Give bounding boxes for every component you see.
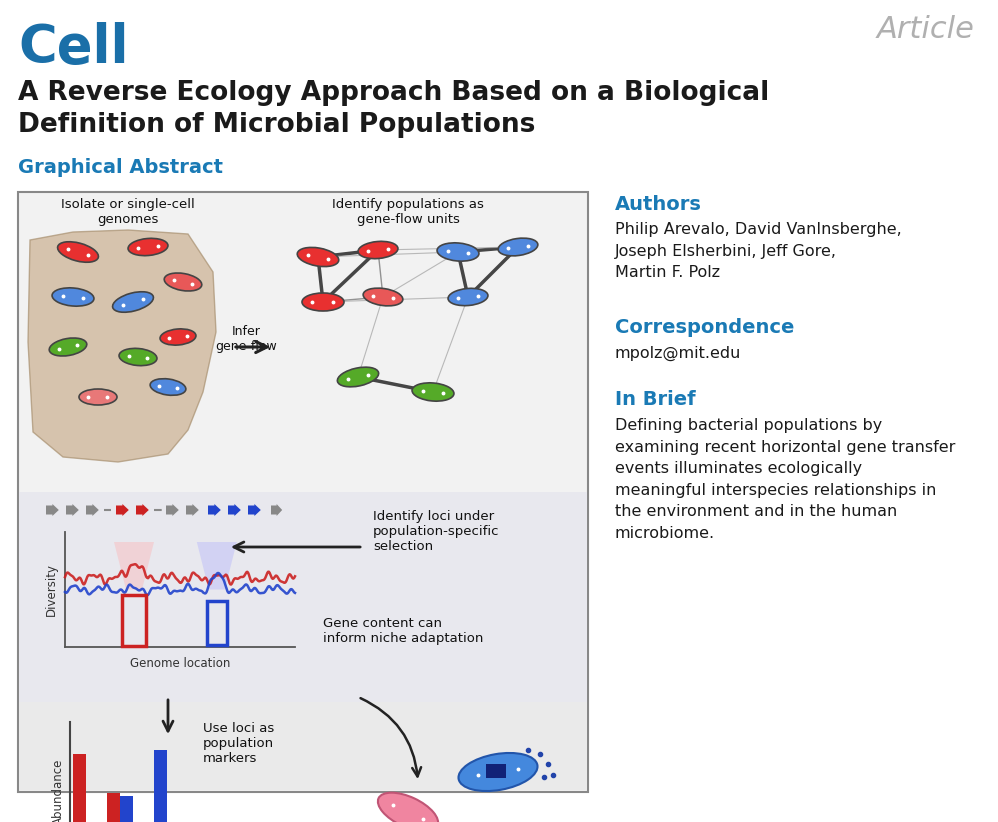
Bar — [120, 796, 133, 822]
Text: mpolz@mit.edu: mpolz@mit.edu — [615, 346, 742, 361]
Ellipse shape — [119, 349, 157, 366]
Text: Article: Article — [877, 15, 975, 44]
Text: Correspondence: Correspondence — [615, 318, 794, 337]
Ellipse shape — [437, 242, 479, 261]
Ellipse shape — [458, 753, 538, 791]
Text: Infer
gene-flow: Infer gene-flow — [216, 325, 276, 353]
FancyArrow shape — [86, 504, 99, 516]
Polygon shape — [114, 542, 154, 589]
Bar — [486, 764, 506, 778]
Text: In Brief: In Brief — [615, 390, 696, 409]
Ellipse shape — [302, 293, 344, 311]
FancyArrow shape — [228, 504, 241, 516]
Polygon shape — [28, 230, 216, 462]
Bar — [207, 601, 227, 644]
Ellipse shape — [378, 792, 438, 822]
Bar — [122, 595, 146, 646]
Ellipse shape — [412, 383, 454, 401]
Ellipse shape — [448, 289, 488, 306]
Ellipse shape — [128, 238, 168, 256]
Text: A Reverse Ecology Approach Based on a Biological: A Reverse Ecology Approach Based on a Bi… — [18, 80, 769, 106]
Ellipse shape — [358, 242, 398, 259]
Ellipse shape — [165, 273, 202, 291]
Text: Defining bacterial populations by
examining recent horizontal gene transfer
even: Defining bacterial populations by examin… — [615, 418, 955, 541]
FancyArrow shape — [46, 504, 59, 516]
Text: Gene content can
inform niche adaptation: Gene content can inform niche adaptation — [323, 617, 483, 645]
FancyArrow shape — [116, 504, 129, 516]
FancyBboxPatch shape — [19, 702, 587, 790]
Ellipse shape — [363, 289, 403, 306]
FancyBboxPatch shape — [18, 192, 588, 792]
Text: Identify populations as
gene-flow units: Identify populations as gene-flow units — [332, 198, 484, 226]
FancyArrow shape — [208, 504, 221, 516]
FancyArrow shape — [248, 504, 260, 516]
Ellipse shape — [337, 367, 378, 387]
Ellipse shape — [498, 238, 538, 256]
Ellipse shape — [49, 338, 87, 356]
FancyArrow shape — [271, 504, 282, 516]
FancyArrow shape — [66, 504, 79, 516]
Text: Definition of Microbial Populations: Definition of Microbial Populations — [18, 112, 535, 138]
Ellipse shape — [52, 288, 94, 306]
FancyArrow shape — [136, 504, 149, 516]
Ellipse shape — [58, 242, 99, 262]
Ellipse shape — [113, 292, 154, 312]
Bar — [107, 793, 120, 822]
FancyArrow shape — [166, 504, 179, 516]
Text: Authors: Authors — [615, 195, 702, 214]
Ellipse shape — [79, 389, 117, 405]
Text: Graphical Abstract: Graphical Abstract — [18, 158, 223, 177]
Text: Abundance: Abundance — [52, 759, 65, 822]
Text: Genome location: Genome location — [130, 657, 231, 670]
Polygon shape — [197, 542, 237, 589]
Text: Philip Arevalo, David VanInsberghe,
Joseph Elsherbini, Jeff Gore,
Martin F. Polz: Philip Arevalo, David VanInsberghe, Jose… — [615, 222, 902, 280]
Ellipse shape — [150, 379, 186, 395]
Text: Isolate or single-cell
genomes: Isolate or single-cell genomes — [61, 198, 195, 226]
Text: Use loci as
population
markers: Use loci as population markers — [203, 722, 274, 765]
FancyArrow shape — [186, 504, 199, 516]
Ellipse shape — [297, 247, 338, 266]
Bar — [154, 750, 167, 822]
Bar — [73, 754, 86, 822]
Text: Diversity: Diversity — [45, 563, 58, 616]
Text: Cell: Cell — [18, 22, 129, 74]
FancyBboxPatch shape — [19, 492, 587, 702]
Text: Identify loci under
population-specific
selection: Identify loci under population-specific … — [373, 510, 500, 553]
Ellipse shape — [160, 329, 196, 345]
